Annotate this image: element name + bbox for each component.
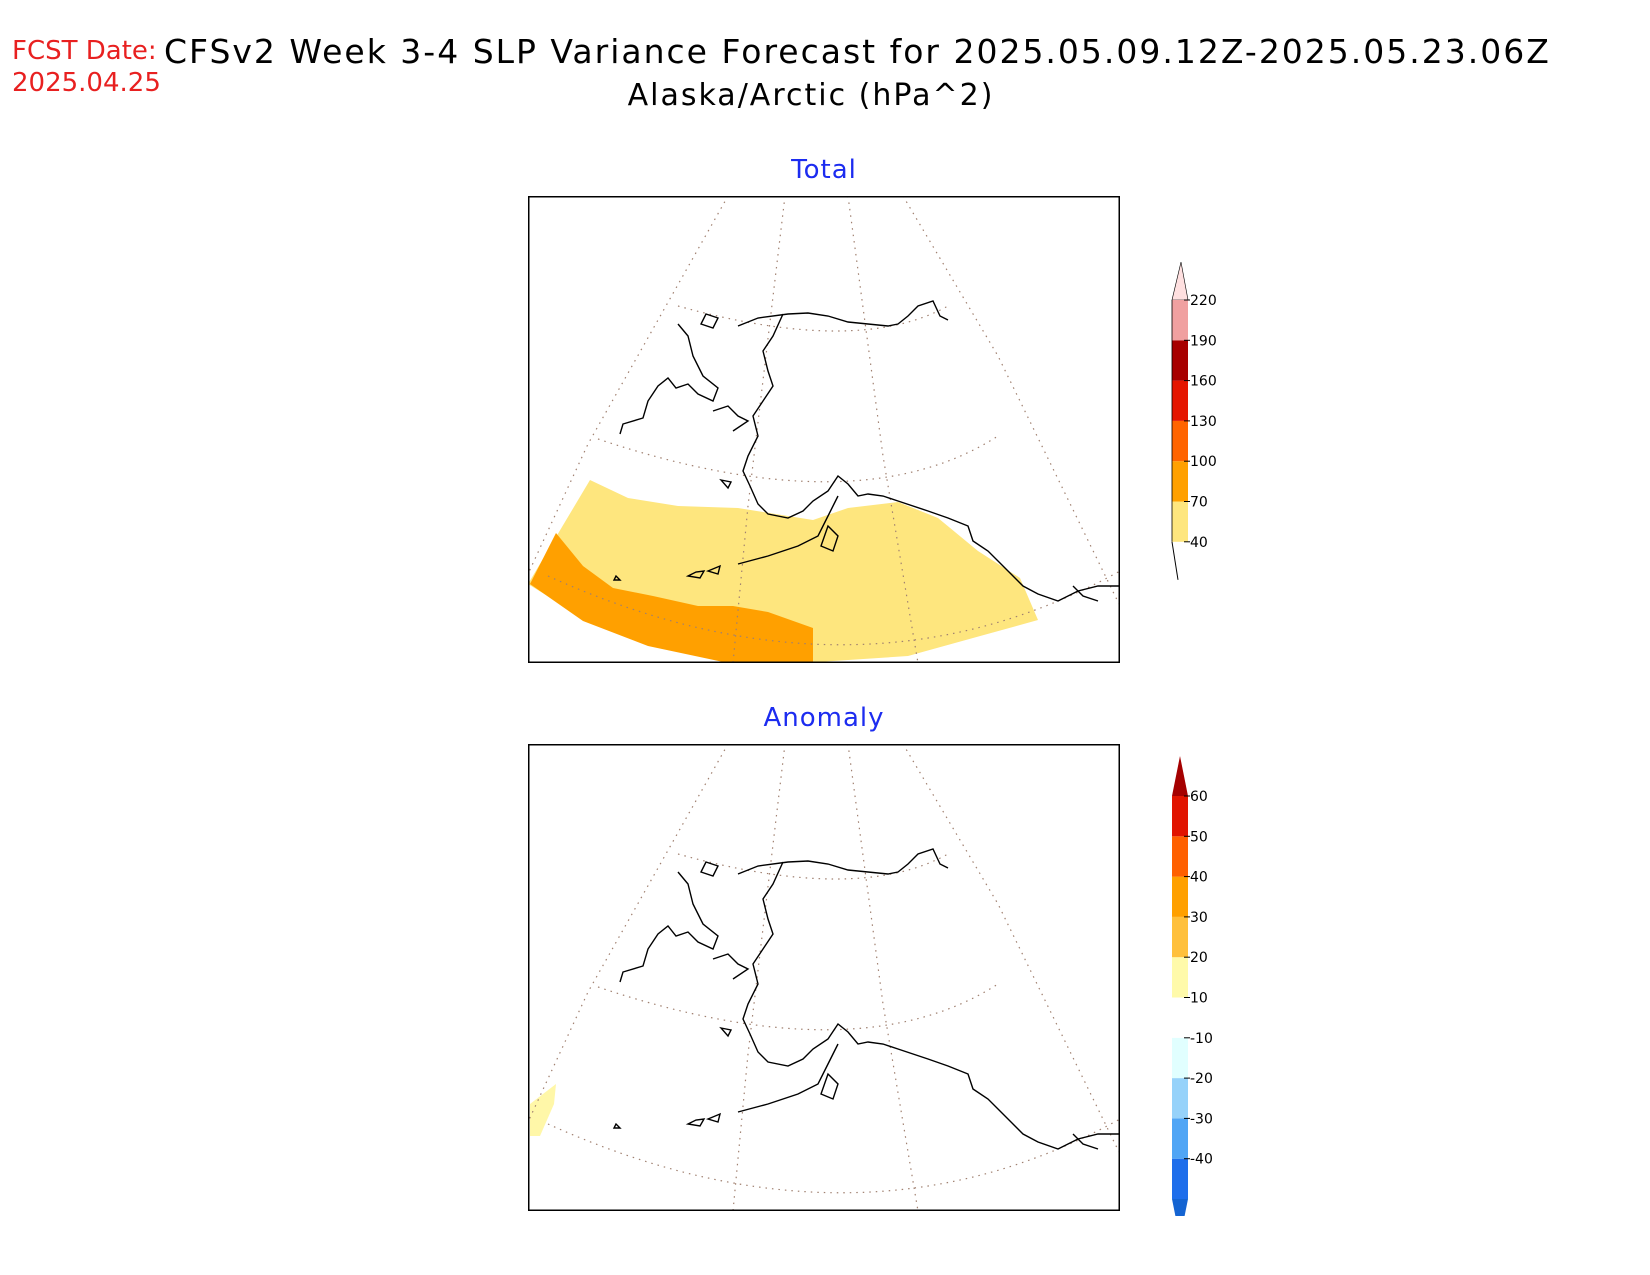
anomaly-colorbar-box: [1172, 1037, 1188, 1079]
anomaly-colorbar-box: [1172, 916, 1188, 958]
anomaly-coastline: [612, 848, 1120, 1150]
total-colorbar-box: [1172, 340, 1188, 381]
anomaly-colorbar-label: -30: [1190, 1111, 1213, 1127]
anomaly-colorbar-label: 10: [1190, 991, 1208, 1007]
anomaly-colorbar-box: [1172, 957, 1188, 998]
anomaly-colorbar-label: -40: [1190, 1152, 1213, 1168]
anomaly-colorbar-label: 50: [1190, 829, 1208, 845]
anomaly-colorbar-label: -20: [1190, 1071, 1213, 1087]
anomaly-colorbar-top-arrow: [1172, 756, 1188, 796]
anomaly-panel-title: Anomaly: [763, 703, 885, 733]
sub-title-text: Alaska/Arctic (hPa^2): [627, 78, 995, 113]
fcst-date-label: FCST Date:: [12, 36, 157, 66]
total-colorbar-box: [1172, 420, 1188, 462]
anomaly-colorbar-box: [1172, 876, 1188, 917]
anomaly-colorbar: -40 -30 -20 -10 10 20 30 40 50 60: [1172, 756, 1213, 1216]
total-colorbar-box: [1172, 300, 1188, 341]
anomaly-colorbar-box: [1172, 1118, 1188, 1159]
total-colorbar-box: [1172, 501, 1188, 542]
anomaly-colorbar-box: [1172, 796, 1188, 837]
total-map-panel: [528, 196, 1120, 663]
anomaly-colorbar-label: 40: [1190, 870, 1208, 886]
anomaly-colorbar-label: 30: [1190, 910, 1208, 926]
total-graticule: [528, 196, 1120, 663]
total-colorbar-label: 190: [1190, 333, 1217, 349]
anomaly-colorbar-box: [1172, 1078, 1188, 1119]
anomaly-shade-10-20: [530, 1084, 556, 1136]
total-colorbar-box: [1172, 380, 1188, 421]
sub-title: Alaska/Arctic (hPa^2): [0, 76, 1650, 116]
total-colorbar-label: 130: [1190, 414, 1217, 430]
total-colorbar-label: 70: [1190, 495, 1208, 511]
anomaly-graticule: [528, 744, 1120, 1211]
total-panel-title: Total: [791, 155, 857, 185]
anomaly-colorbar-label: -10: [1190, 1031, 1213, 1047]
total-colorbar: 40 70 100 130 160 190 220: [1171, 262, 1217, 580]
total-colorbar-label: 220: [1190, 293, 1217, 309]
total-shading: [528, 480, 1038, 663]
total-colorbar-box: [1172, 461, 1188, 502]
anomaly-colorbar-box: [1172, 1158, 1188, 1199]
anomaly-colorbar-label: 60: [1190, 789, 1208, 805]
total-colorbar-top-arrow: [1171, 262, 1189, 301]
anomaly-colorbar-bottom-arrow: [1172, 1199, 1188, 1216]
anomaly-colorbar-label: 20: [1190, 950, 1208, 966]
anomaly-colorbar-box: [1172, 836, 1188, 877]
total-panel-frame: [528, 196, 1120, 663]
total-colorbar-label: 160: [1190, 374, 1217, 390]
anomaly-map-panel: [528, 744, 1120, 1211]
total-coastline: [612, 300, 1120, 602]
anomaly-colorbar-box: [1172, 997, 1188, 1038]
main-title: CFSv2 Week 3-4 SLP Variance Forecast for…: [164, 32, 1551, 71]
total-colorbar-label: 100: [1190, 454, 1217, 470]
anomaly-shading: [530, 1084, 556, 1136]
total-colorbar-label: 40: [1190, 535, 1208, 551]
total-shade-70-100: [530, 533, 813, 663]
anomaly-panel-frame: [528, 744, 1120, 1211]
total-colorbar-bottom-tail: [1171, 541, 1179, 580]
fcst-date-value: 2025.04.25: [12, 68, 161, 98]
